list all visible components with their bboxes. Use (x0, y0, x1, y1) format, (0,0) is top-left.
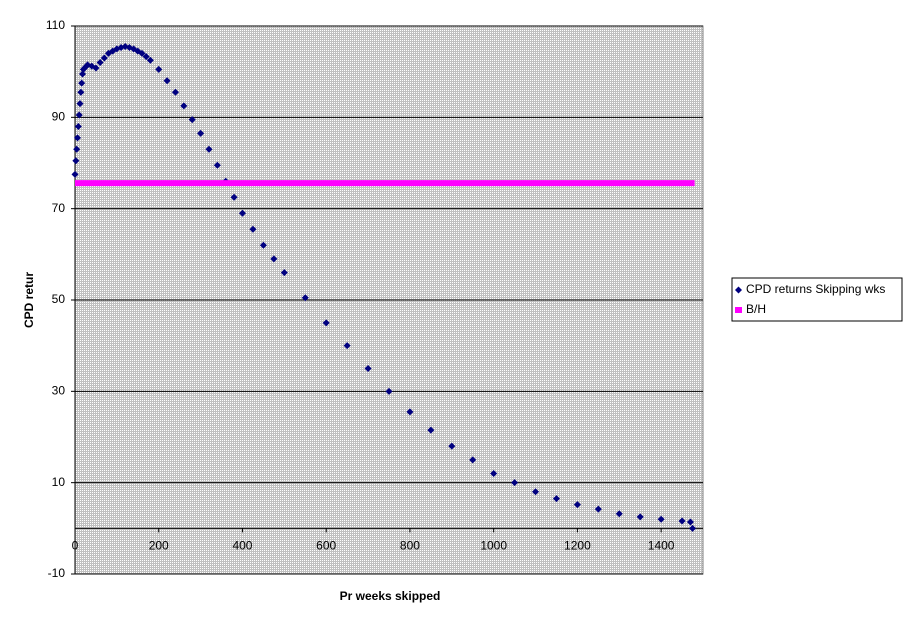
point (92, 64, 100, 72)
point (469, 456, 477, 464)
point (238, 209, 246, 217)
point (171, 88, 179, 96)
x-axis-title: Pr weeks skipped (340, 589, 441, 603)
point (163, 77, 171, 85)
y-tick-label: 90 (52, 110, 66, 124)
y-tick-label: 110 (46, 18, 65, 32)
point (146, 56, 154, 64)
point (364, 365, 372, 372)
point (205, 145, 213, 153)
point (75, 111, 83, 119)
point (594, 505, 602, 513)
point (686, 518, 694, 526)
y-axis-title: CPD retur (22, 272, 36, 328)
y-tick-label: 70 (52, 201, 66, 215)
y-tick-label: 50 (52, 292, 66, 306)
point (249, 225, 257, 233)
point (406, 408, 414, 416)
point (79, 70, 87, 78)
point (77, 88, 85, 96)
point (427, 426, 435, 434)
point (188, 116, 196, 124)
legend-label: B/H (746, 302, 766, 316)
point (657, 515, 665, 523)
point (180, 102, 188, 110)
x-tick-label: 1200 (564, 539, 591, 553)
point (155, 65, 163, 73)
point (636, 513, 644, 521)
y-tick-label: -10 (48, 566, 66, 580)
point (74, 134, 82, 142)
point (689, 524, 697, 532)
y-tick-label: 30 (52, 384, 66, 398)
point (213, 161, 221, 169)
point (73, 145, 81, 153)
point (96, 59, 104, 67)
y-tick-label: 10 (52, 475, 66, 489)
point (511, 479, 519, 487)
point (448, 442, 456, 450)
point (270, 255, 278, 263)
point (678, 517, 686, 525)
point (615, 510, 623, 518)
point (72, 157, 80, 165)
point (78, 79, 86, 87)
point (76, 100, 84, 108)
point (322, 319, 330, 327)
point (343, 342, 351, 350)
point (490, 470, 498, 478)
point (100, 54, 108, 62)
point (74, 122, 82, 130)
point (230, 193, 238, 201)
point (532, 488, 540, 496)
point (138, 49, 146, 57)
point (301, 294, 309, 302)
legend-marker (735, 286, 742, 294)
point (573, 501, 581, 509)
legend (731, 277, 903, 322)
point (552, 495, 560, 503)
x-tick-label: 1000 (480, 539, 507, 553)
x-tick-label: 0 (72, 539, 79, 553)
point (280, 269, 288, 277)
x-tick-label: 400 (232, 539, 252, 553)
x-tick-label: 600 (316, 539, 336, 553)
point (71, 170, 79, 178)
point (259, 241, 267, 249)
x-tick-label: 1400 (648, 539, 675, 553)
x-tick-label: 200 (149, 539, 169, 553)
point (197, 129, 205, 137)
point (121, 43, 129, 51)
legend-marker (735, 307, 742, 313)
x-tick-label: 800 (400, 539, 420, 553)
point (142, 53, 150, 61)
point (385, 387, 393, 395)
legend-label: CPD returns Skipping wks (746, 282, 885, 296)
